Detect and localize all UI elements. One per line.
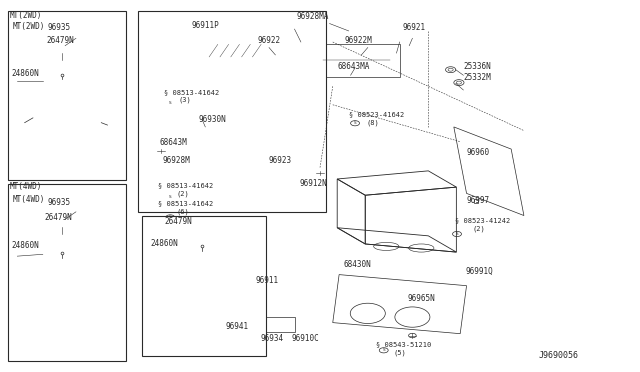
- Text: 96911P: 96911P: [191, 21, 219, 30]
- Text: 96923: 96923: [268, 156, 291, 166]
- Text: 96934: 96934: [260, 334, 284, 343]
- Text: 26479N: 26479N: [47, 36, 74, 45]
- Text: S: S: [456, 232, 458, 236]
- Text: 96965N: 96965N: [408, 294, 436, 303]
- Text: 26479N: 26479N: [45, 213, 72, 222]
- Text: S: S: [354, 121, 356, 125]
- Text: 26479N: 26479N: [164, 217, 193, 225]
- Text: 96928MA: 96928MA: [296, 12, 328, 22]
- Text: 96941: 96941: [225, 322, 249, 331]
- Text: 25332M: 25332M: [463, 73, 491, 82]
- Text: § 08513-41642: § 08513-41642: [157, 201, 212, 206]
- Text: § 08523-41242: § 08523-41242: [455, 217, 510, 223]
- Text: S: S: [383, 348, 385, 352]
- Text: 68643M: 68643M: [159, 138, 187, 147]
- Text: 96911: 96911: [255, 276, 278, 285]
- Bar: [8, 11, 125, 180]
- Text: 96960: 96960: [467, 148, 490, 157]
- Text: 96930N: 96930N: [199, 115, 227, 124]
- Text: S: S: [169, 195, 172, 199]
- Bar: [141, 215, 266, 356]
- Text: 24860N: 24860N: [12, 69, 39, 78]
- Text: 96910C: 96910C: [291, 334, 319, 343]
- Text: 96935: 96935: [47, 23, 70, 32]
- Text: § 08513-41642: § 08513-41642: [164, 89, 219, 95]
- Bar: [138, 11, 326, 212]
- Text: (2): (2): [473, 225, 486, 232]
- Text: 24860N: 24860N: [12, 241, 39, 250]
- Text: MT(2WD): MT(2WD): [10, 10, 42, 20]
- Text: S: S: [169, 215, 172, 219]
- Text: § 08523-41642: § 08523-41642: [349, 111, 404, 117]
- Text: 68643MA: 68643MA: [337, 61, 370, 71]
- Text: 24860N: 24860N: [150, 239, 179, 248]
- Text: 96997: 96997: [467, 196, 490, 205]
- Text: 96912N: 96912N: [300, 179, 328, 187]
- Text: 96991Q: 96991Q: [465, 267, 493, 276]
- Text: 25336N: 25336N: [463, 61, 491, 71]
- Bar: [8, 184, 125, 361]
- Text: MT(2WD): MT(2WD): [13, 22, 45, 31]
- Text: 96922: 96922: [257, 36, 280, 45]
- Text: (2): (2): [177, 190, 189, 197]
- Text: 96921: 96921: [403, 23, 426, 32]
- Text: 96922M: 96922M: [344, 36, 372, 45]
- Text: J9690056: J9690056: [539, 351, 579, 360]
- Text: 96935: 96935: [47, 198, 70, 207]
- Text: S: S: [169, 101, 172, 105]
- Text: 96928M: 96928M: [163, 156, 190, 166]
- Text: (5): (5): [394, 350, 406, 356]
- Text: (3): (3): [179, 97, 191, 103]
- Text: 68430N: 68430N: [343, 260, 371, 269]
- Text: (8): (8): [367, 119, 380, 126]
- Text: § 08543-51210: § 08543-51210: [376, 341, 431, 347]
- Text: MT(4WD): MT(4WD): [13, 195, 45, 204]
- Text: § 08513-41642: § 08513-41642: [157, 182, 212, 188]
- Text: MT(4WD): MT(4WD): [10, 182, 42, 191]
- Text: (6): (6): [177, 209, 189, 215]
